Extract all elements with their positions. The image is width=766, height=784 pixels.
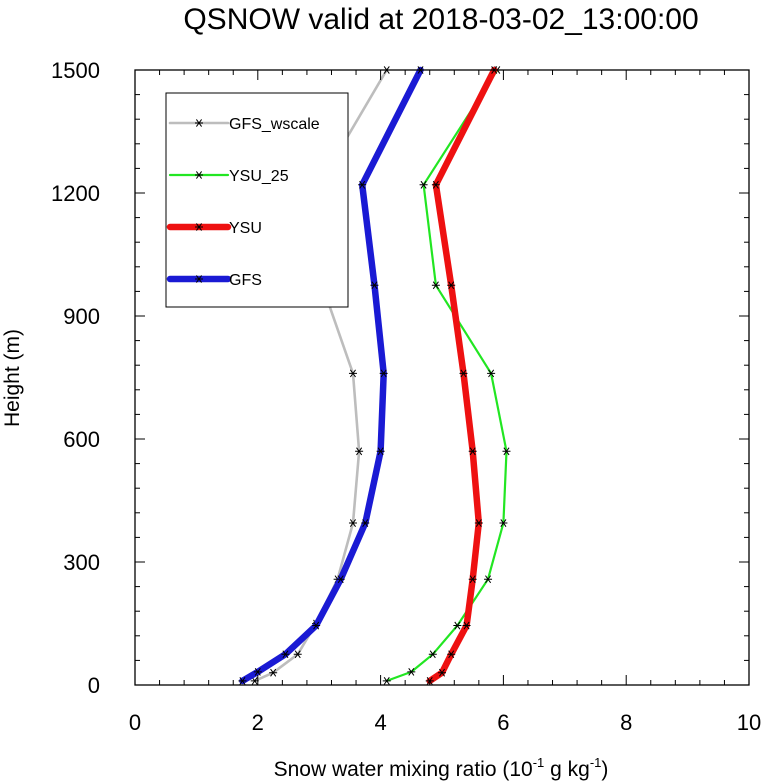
chart-title: QSNOW valid at 2018-03-02_13:00:00 xyxy=(183,3,698,36)
x-axis-label-base: Snow water mixing ratio (10 xyxy=(274,758,533,781)
x-axis-label-exponent-2: -1 xyxy=(590,755,602,770)
x-axis-label-unit: g kg xyxy=(544,758,590,781)
legend-item-gfs-wscale: GFS_wscale xyxy=(168,116,320,133)
legend-box xyxy=(165,92,349,308)
data-point-ysu xyxy=(459,369,468,378)
y-tick-label: 1500 xyxy=(51,58,100,83)
data-point-ysu-25 xyxy=(453,621,462,630)
data-point-gfs-wscale xyxy=(348,519,357,527)
data-point-gfs-wscale xyxy=(348,369,357,378)
x-tick-label: 2 xyxy=(252,710,264,735)
data-point-gfs xyxy=(312,621,321,630)
y-tick-label: 1200 xyxy=(51,181,100,206)
data-point-gfs xyxy=(361,519,370,527)
data-point-ysu xyxy=(474,519,483,527)
series-ysu-25 xyxy=(382,66,511,685)
data-point-ysu-25 xyxy=(428,650,437,659)
data-point-ysu xyxy=(468,447,477,456)
y-tick-label: 600 xyxy=(63,427,100,452)
data-point-ysu xyxy=(438,668,446,677)
legend-item-ysu-25: YSU_25 xyxy=(168,168,289,185)
data-point-gfs-wscale xyxy=(269,668,278,677)
data-point-ysu-25 xyxy=(431,281,440,290)
y-axis-label: Height (m) xyxy=(1,329,24,427)
data-point-ysu xyxy=(462,621,471,630)
data-point-ysu xyxy=(447,650,456,659)
data-point-gfs xyxy=(281,650,290,659)
legend-items: GFS_wscale YSU_25 YSU GFS xyxy=(166,116,320,289)
x-tick-label: 0 xyxy=(129,710,141,735)
data-point-gfs xyxy=(358,180,367,189)
legend-item-gfs: GFS xyxy=(166,272,262,289)
y-tick-label: 300 xyxy=(63,550,100,575)
data-point-gfs xyxy=(376,447,385,456)
tick-label-layer: 0 2 4 6 8 10 0 300 600 900 1200 1500 xyxy=(51,58,761,735)
series-ysu xyxy=(425,66,499,685)
data-point-ysu-25 xyxy=(502,447,511,456)
legend-marker xyxy=(195,275,203,283)
x-axis-label-end: ) xyxy=(601,758,608,781)
legend: GFS_wscale YSU_25 YSU GFS xyxy=(165,92,349,308)
x-tick-label: 6 xyxy=(497,710,509,735)
x-tick-label: 8 xyxy=(620,710,632,735)
legend-marker xyxy=(195,171,203,179)
data-point-gfs xyxy=(336,575,345,584)
data-point-ysu-25 xyxy=(382,677,391,685)
data-point-ysu-25 xyxy=(484,575,493,584)
y-tick-label: 900 xyxy=(63,304,100,329)
data-point-gfs xyxy=(238,677,247,685)
legend-label: GFS_wscale xyxy=(229,116,320,133)
x-axis-label-exponent-1: -1 xyxy=(533,755,545,770)
data-point-gfs xyxy=(370,281,379,290)
legend-label: GFS xyxy=(229,272,262,289)
legend-marker xyxy=(195,119,203,127)
x-axis-label: Snow water mixing ratio (10-1 g kg-1) xyxy=(274,755,609,781)
data-point-gfs xyxy=(253,667,262,676)
data-point-gfs xyxy=(379,369,388,378)
data-point-ysu-25 xyxy=(487,369,496,378)
data-point-ysu-25 xyxy=(499,519,508,527)
series-gfs xyxy=(238,66,425,685)
legend-label: YSU xyxy=(229,220,262,237)
plot-frame xyxy=(134,69,750,686)
legend-marker xyxy=(195,223,203,231)
data-point-gfs-wscale xyxy=(293,650,302,659)
data-point-ysu xyxy=(468,575,477,584)
data-point-ysu xyxy=(447,281,456,290)
y-tick-label: 0 xyxy=(88,673,100,698)
x-tick-label: 10 xyxy=(737,710,761,735)
legend-label: YSU_25 xyxy=(229,168,289,185)
data-point-gfs-wscale xyxy=(355,447,364,456)
x-tick-label: 4 xyxy=(374,710,386,735)
data-point-ysu-25 xyxy=(419,180,428,189)
legend-item-ysu: YSU xyxy=(166,220,262,237)
data-point-ysu xyxy=(431,180,440,189)
data-point-ysu-25 xyxy=(407,667,416,676)
